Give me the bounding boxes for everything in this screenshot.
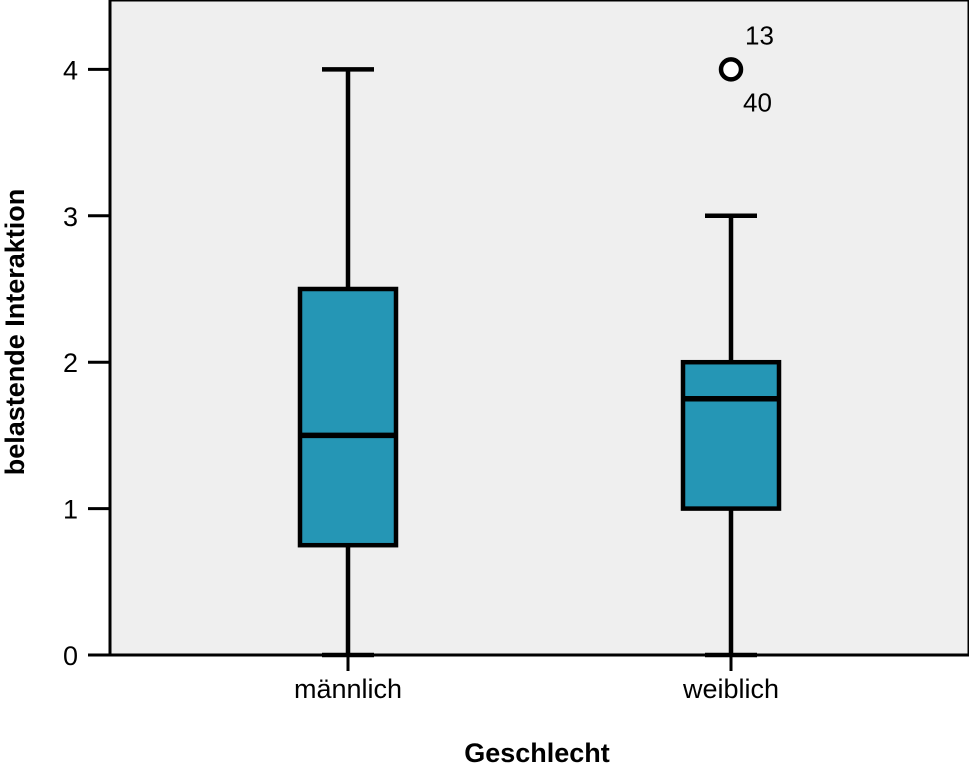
- outlier-point: [718, 57, 744, 82]
- iqr-box: [680, 359, 782, 511]
- iqr-box: [297, 286, 399, 548]
- y-tick-label: 4: [63, 55, 78, 85]
- x-tick-label: weiblich: [682, 674, 779, 704]
- y-tick-label: 3: [63, 202, 78, 232]
- x-tick-label: männlich: [294, 674, 402, 704]
- x-axis: männlich weiblich: [294, 655, 779, 704]
- plot-area: [108, 0, 969, 657]
- x-axis-title: Geschlecht: [464, 738, 610, 766]
- box-group: 13 40: [297, 20, 782, 658]
- outlier-label: 40: [743, 87, 772, 117]
- y-axis: 0 1 2 3 4: [63, 55, 110, 671]
- outlier-label: 13: [745, 20, 774, 50]
- y-tick-label: 1: [63, 495, 78, 525]
- y-tick-label: 2: [63, 348, 78, 378]
- y-axis-title: belastende Interaktion: [0, 189, 30, 476]
- y-tick-label: 0: [63, 641, 78, 671]
